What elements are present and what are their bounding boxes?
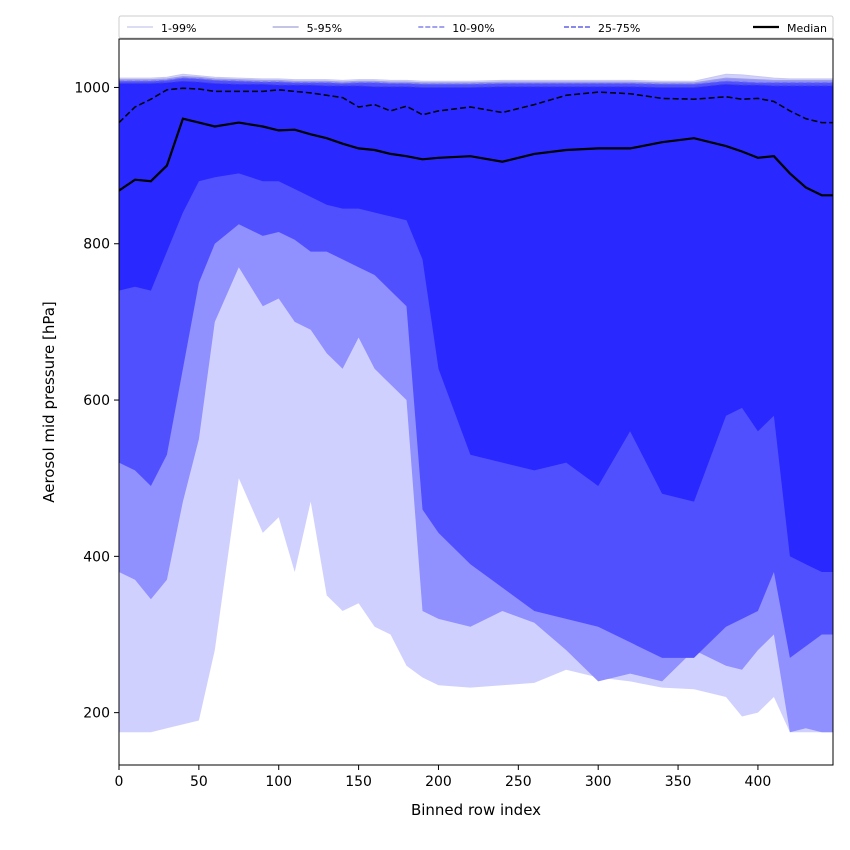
y-tick-label: 800 xyxy=(83,237,110,253)
x-tick-label: 200 xyxy=(425,774,452,790)
x-tick-label: 350 xyxy=(665,774,692,790)
legend-label: 10-90% xyxy=(452,22,494,35)
x-tick-label: 250 xyxy=(505,774,532,790)
plot-area xyxy=(119,73,833,733)
x-axis: 0 50 100 150 200 250 300 350 400 xyxy=(115,765,772,790)
x-tick-label: 0 xyxy=(115,774,124,790)
x-tick-label: 150 xyxy=(345,774,372,790)
y-tick-label: 1000 xyxy=(74,80,110,96)
band-25-75%-upper-line xyxy=(119,80,833,88)
x-tick-label: 50 xyxy=(190,774,208,790)
y-tick-label: 600 xyxy=(83,393,110,409)
legend-label: 25-75% xyxy=(598,22,640,35)
legend-label: Median xyxy=(787,22,827,35)
x-axis-label: Binned row index xyxy=(411,801,541,819)
x-tick-label: 300 xyxy=(585,774,612,790)
legend: 1-99% 5-95% 10-90% 25-75% Median xyxy=(118,15,834,39)
band-5-95%-upper-line xyxy=(119,75,833,84)
band-inner-area xyxy=(119,89,833,229)
band-25-75%-area xyxy=(119,81,833,572)
legend-label: 1-99% xyxy=(161,22,196,35)
band-1-99%-upper-line xyxy=(119,73,833,82)
y-axis: 200 400 600 800 1000 xyxy=(74,80,119,722)
y-axis-label: Aerosol mid pressure [hPa] xyxy=(40,301,58,503)
plot-frame xyxy=(118,38,834,766)
band-10-90%-upper-line xyxy=(119,77,833,85)
median-line xyxy=(119,117,833,197)
y-tick-label: 200 xyxy=(83,706,110,722)
legend-label: 5-95% xyxy=(307,22,342,35)
x-tick-label: 400 xyxy=(745,774,772,790)
legend-box xyxy=(118,15,834,39)
y-tick-label: 400 xyxy=(83,549,110,565)
upper-quantile-line xyxy=(119,87,833,124)
x-tick-label: 100 xyxy=(265,774,292,790)
